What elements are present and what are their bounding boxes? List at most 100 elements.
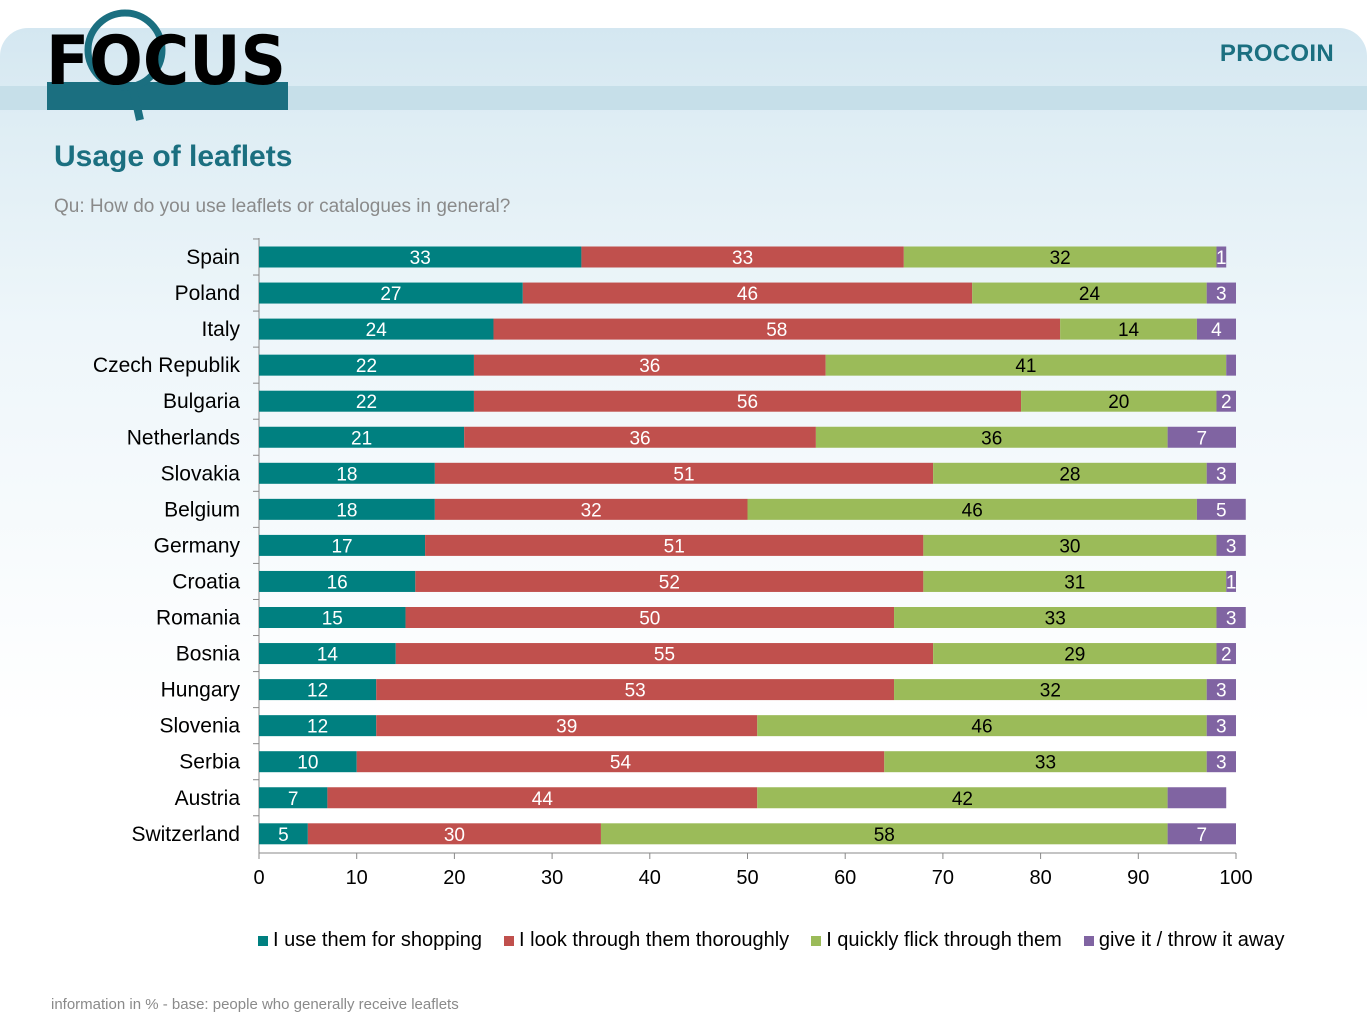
bar-segment <box>473 390 1022 412</box>
data-label: 46 <box>962 500 983 521</box>
bar-segment <box>1226 354 1236 376</box>
data-label: 18 <box>336 500 357 521</box>
data-label: 28 <box>1059 464 1080 485</box>
data-label: 12 <box>307 717 328 738</box>
bar-segment <box>259 282 523 304</box>
legend-swatch <box>258 935 268 946</box>
bar-segment <box>405 607 895 628</box>
legend-label: I look through them thoroughly <box>519 929 790 951</box>
data-label: 56 <box>737 392 758 413</box>
svg-text:FOCUS: FOCUS <box>46 22 286 101</box>
data-label: 1 <box>1216 248 1227 269</box>
data-label: 33 <box>732 248 753 269</box>
data-label: 7 <box>1197 825 1208 846</box>
data-label: 52 <box>659 572 680 593</box>
data-label: 2 <box>1221 645 1232 666</box>
bar-segment <box>1226 570 1236 592</box>
bar-segment <box>259 751 357 773</box>
bar-segment <box>1021 390 1217 412</box>
x-tick-label: 90 <box>1127 867 1149 889</box>
data-label: 3 <box>1216 753 1227 774</box>
bar-segment <box>1216 607 1246 628</box>
data-label: 18 <box>336 464 357 485</box>
bar-segment <box>757 715 1207 737</box>
bar-segment <box>1196 498 1246 520</box>
bar-segment <box>747 498 1197 520</box>
x-tick-label: 30 <box>541 867 563 889</box>
data-label: 36 <box>981 428 1002 449</box>
data-label: 30 <box>444 825 465 846</box>
footnote: information in % - base: people who gene… <box>51 996 459 1013</box>
bar-segment <box>259 534 426 556</box>
category-label: Switzerland <box>131 823 240 846</box>
legend-swatch <box>504 935 515 946</box>
category-label: Hungary <box>161 679 241 702</box>
bar-segment <box>1206 679 1236 701</box>
x-tick-label: 70 <box>932 867 954 889</box>
data-label: 39 <box>556 717 577 738</box>
bar-segment <box>522 282 973 304</box>
data-label: 58 <box>874 825 895 846</box>
bar-segment <box>1206 715 1236 737</box>
legend-item: I look through them thoroughly <box>504 929 789 952</box>
data-label: 3 <box>1226 536 1237 557</box>
category-label: Romania <box>156 607 240 630</box>
x-tick-label: 40 <box>639 867 661 889</box>
bar-segment <box>327 787 758 809</box>
category-label: Poland <box>175 282 240 305</box>
bar-segment <box>600 823 1168 845</box>
bar-segment <box>259 462 435 484</box>
data-label: 20 <box>1108 392 1129 413</box>
bar-segment <box>464 426 816 448</box>
data-label: 42 <box>952 789 973 810</box>
bar-segment <box>259 570 416 592</box>
data-label: 33 <box>410 248 431 269</box>
bar-segment <box>259 246 582 268</box>
data-label: 55 <box>654 645 675 666</box>
category-label: Netherlands <box>127 426 240 449</box>
data-label: 1 <box>1226 572 1237 593</box>
data-label: 36 <box>639 356 660 377</box>
data-label: 4 <box>1211 320 1222 341</box>
x-tick-label: 50 <box>736 867 758 889</box>
category-label: Belgium <box>164 498 240 521</box>
data-label: 17 <box>331 536 352 557</box>
data-label: 3 <box>1216 681 1227 702</box>
bar-segment <box>395 643 934 665</box>
data-label: 27 <box>380 284 401 305</box>
bar-segment <box>259 715 377 737</box>
brand-label: PROCOIN <box>1219 40 1334 67</box>
bar-segment <box>1216 390 1236 412</box>
data-label: 58 <box>766 320 787 341</box>
bar-segment <box>1206 462 1236 484</box>
bar-segment <box>259 426 465 448</box>
background-panel <box>0 28 1367 1028</box>
bar-segment <box>825 354 1227 376</box>
bar-segment <box>933 643 1217 665</box>
bar-segment <box>1216 534 1246 556</box>
bar-segment <box>1206 751 1236 773</box>
legend-item: I quickly flick through them <box>811 929 1062 952</box>
data-label: 46 <box>971 717 992 738</box>
data-label: 21 <box>351 428 372 449</box>
bar-segment <box>923 570 1227 592</box>
legend-swatch <box>1083 935 1094 946</box>
legend-label: give it / throw it away <box>1098 929 1285 951</box>
data-label: 29 <box>1064 645 1085 666</box>
bar-segment <box>757 787 1168 809</box>
category-label: Germany <box>154 534 241 557</box>
focus-logo: FOCUS <box>46 9 288 121</box>
data-label: 44 <box>532 789 554 810</box>
data-label: 50 <box>639 609 660 630</box>
bar-segment <box>307 823 601 845</box>
data-label: 24 <box>366 320 388 341</box>
data-label: 46 <box>737 284 758 305</box>
legend-label: I use them for shopping <box>273 929 483 951</box>
bar-segment <box>356 751 885 773</box>
bar-segment <box>493 318 1061 340</box>
bar-segment <box>259 643 396 665</box>
data-label: 3 <box>1216 284 1227 305</box>
bar-segment <box>1167 426 1236 448</box>
x-tick-label: 80 <box>1029 867 1051 889</box>
x-tick-label: 10 <box>346 867 368 889</box>
